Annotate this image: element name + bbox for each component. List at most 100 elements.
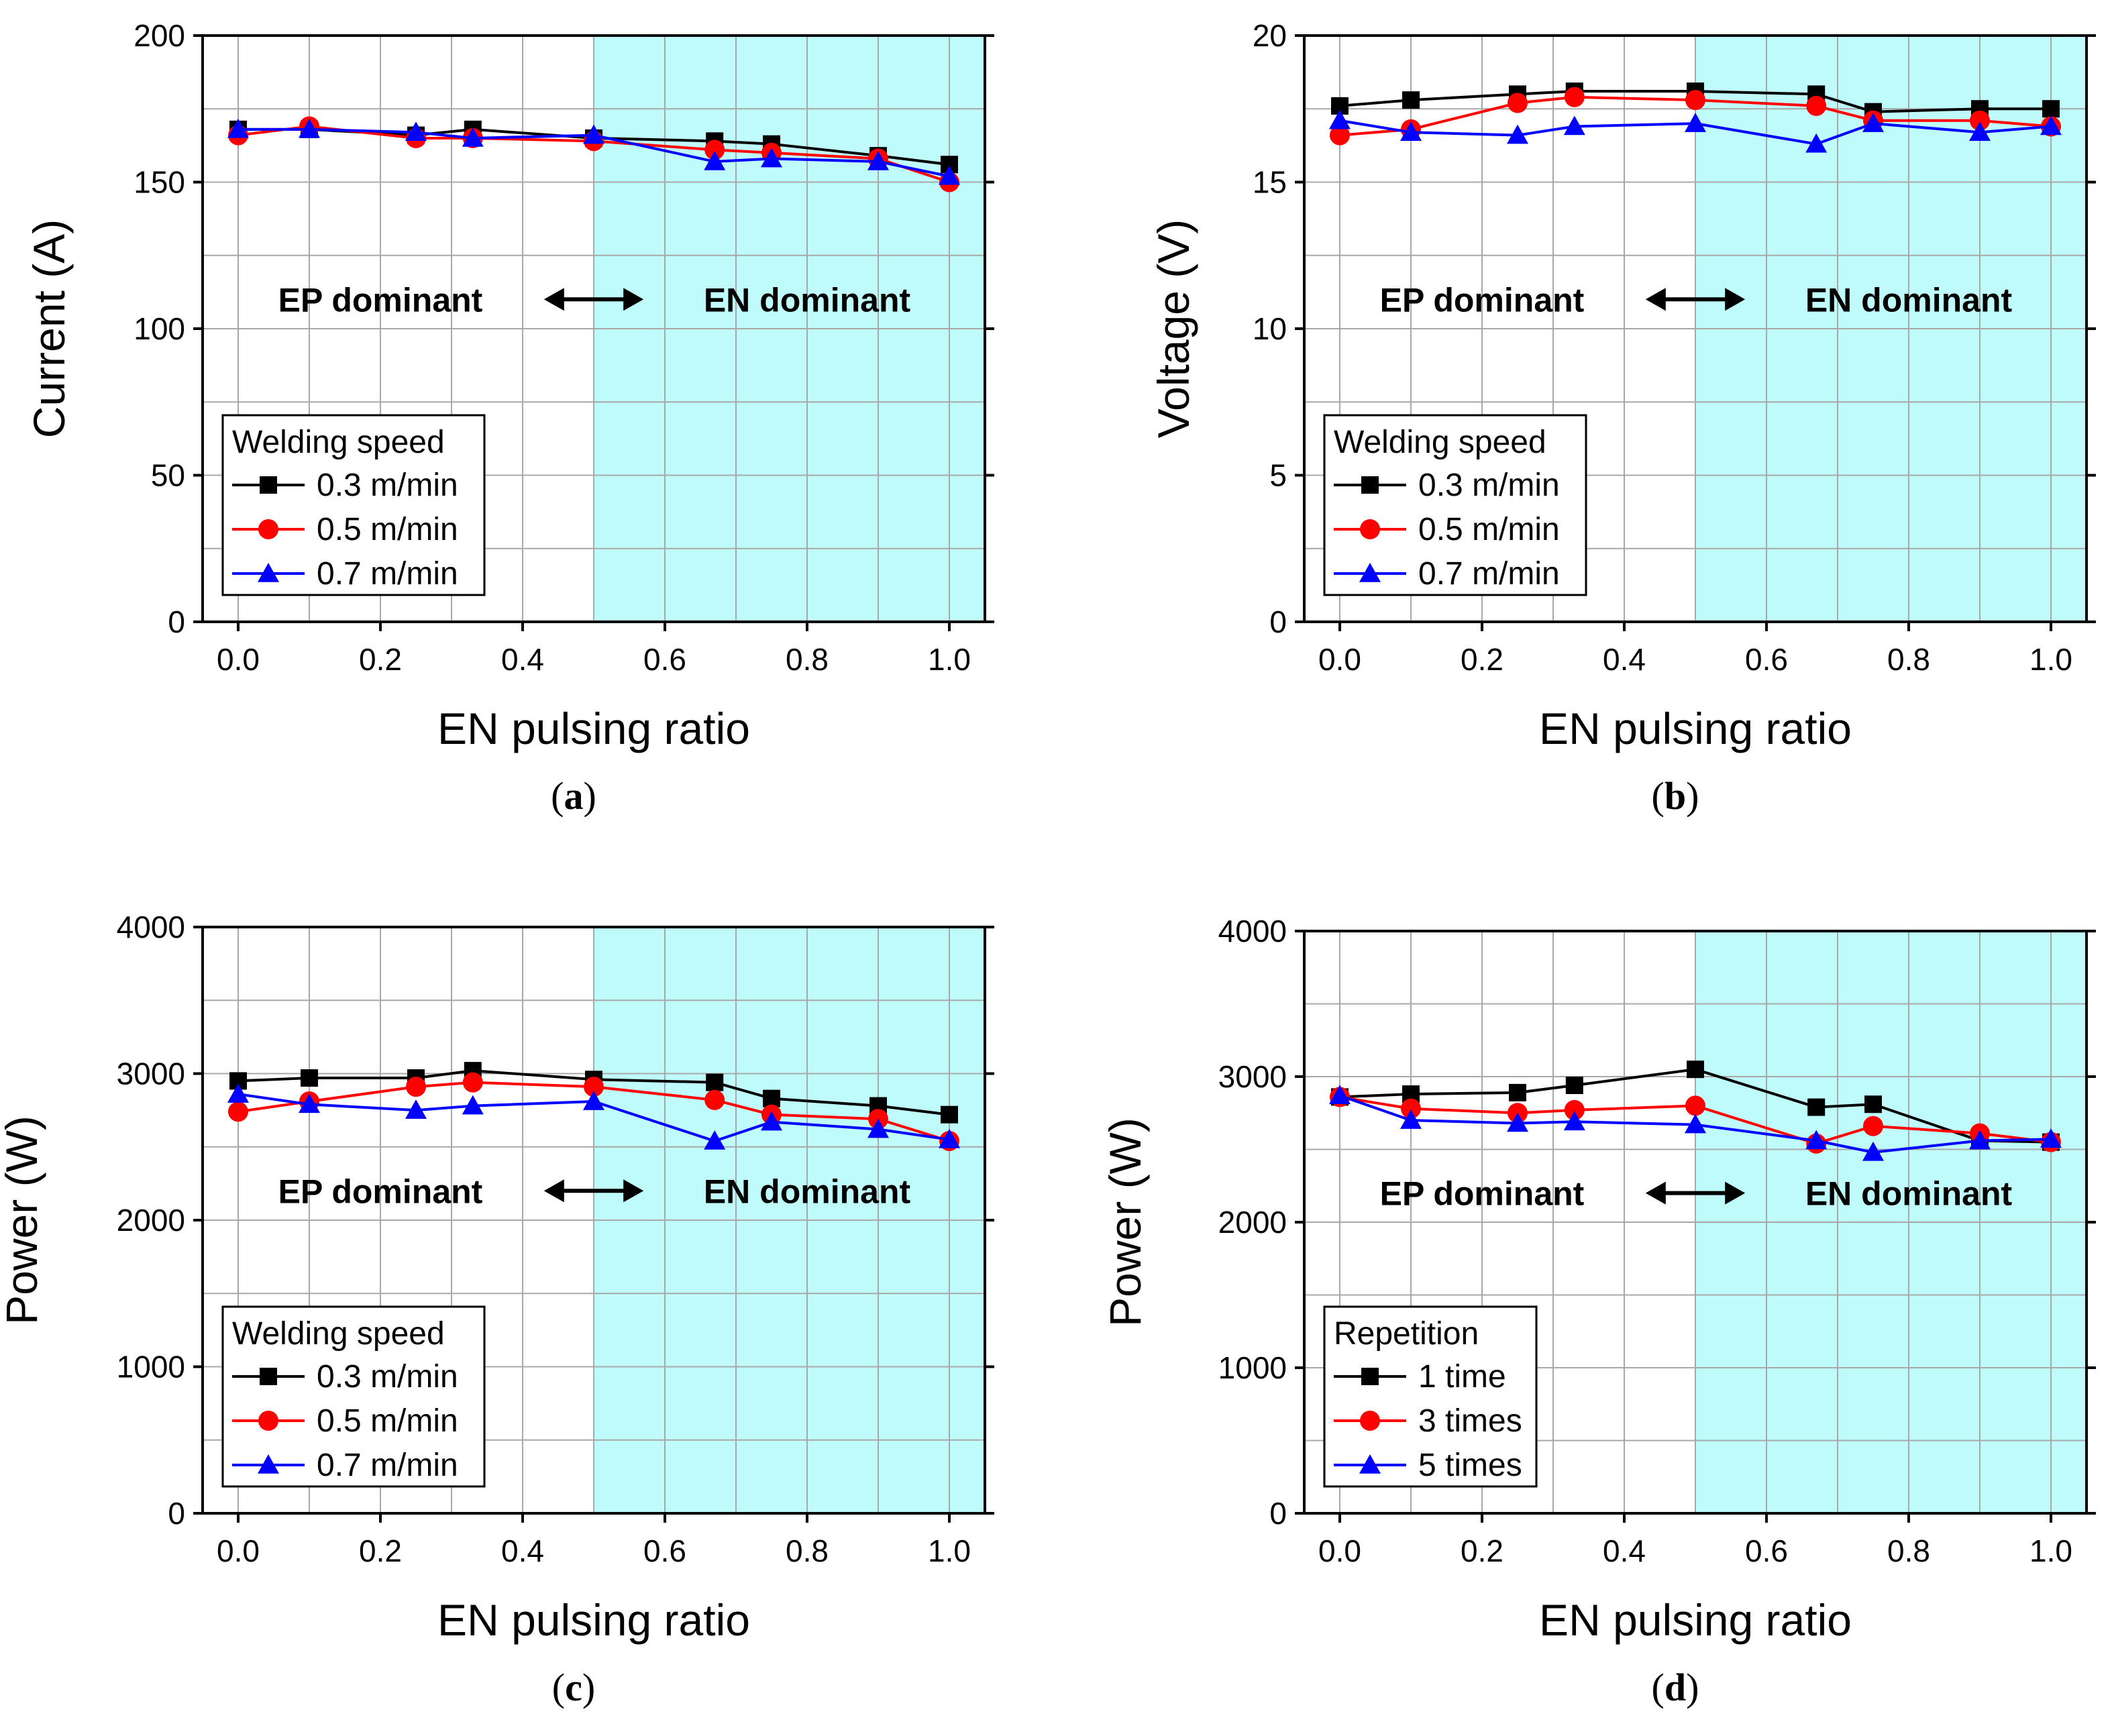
y-tick-label: 0 — [1269, 1496, 1287, 1531]
legend: Repetition 1 time 3 times 5 times — [1323, 1305, 1538, 1488]
data-point — [941, 1105, 958, 1124]
legend-box — [1323, 414, 1587, 596]
data-point — [583, 1091, 604, 1110]
y-tick-label: 0 — [168, 1496, 185, 1531]
x-axis-title: EN pulsing ratio — [437, 704, 750, 753]
double-arrow-icon — [543, 288, 644, 311]
ep-dominant-label: EP dominant — [1380, 281, 1585, 319]
legend-title: Welding speed — [1334, 425, 1546, 460]
data-point — [462, 127, 484, 147]
y-tick-label: 4000 — [1218, 914, 1287, 948]
legend: Welding speed 0.3 m/min 0.5 m/min 0.7 m/min — [221, 414, 486, 596]
y-tick-label: 0 — [168, 604, 185, 639]
legend-box — [221, 414, 486, 596]
x-tick-label: 0.8 — [786, 642, 829, 677]
y-axis-title: Power (W) — [1100, 1118, 1150, 1327]
legend-marker — [1361, 476, 1379, 494]
data-point — [462, 1072, 483, 1093]
chart-panel-d: 0.0 0.2 0.4 0.6 0.8 1.0 0 1000 2000 3000 4000 EP do… — [1100, 914, 2096, 1709]
x-tick-label: 0.2 — [1461, 1533, 1503, 1568]
data-point — [227, 118, 249, 138]
data-point — [1330, 125, 1350, 146]
data-point — [1864, 1095, 1882, 1114]
legend-marker — [260, 1368, 277, 1385]
x-tick-label: 1.0 — [928, 642, 971, 677]
data-point — [1862, 113, 1884, 132]
chart-panel-c: 0.0 0.2 0.4 0.6 0.8 1.0 0 1000 2000 3000 4000 EP do… — [0, 910, 994, 1709]
legend-entry-label: 0.7 m/min — [317, 556, 458, 592]
ep-dominant-label: EP dominant — [1380, 1175, 1585, 1213]
plot-frame — [201, 926, 986, 1515]
legend-marker — [1359, 563, 1381, 582]
data-point — [761, 1111, 782, 1131]
data-point — [1969, 1130, 1991, 1150]
data-point — [1563, 1111, 1585, 1131]
data-point — [706, 1073, 724, 1091]
plot-frame — [1303, 34, 2088, 623]
data-point — [1329, 109, 1351, 129]
panel-caption: (a) — [551, 774, 596, 818]
legend-marker — [258, 1411, 278, 1431]
x-tick-label: 1.0 — [928, 1533, 971, 1568]
x-tick-label: 0.6 — [1745, 1533, 1788, 1568]
y-tick-label: 100 — [134, 311, 185, 346]
legend-entry-label: 0.3 m/min — [1418, 468, 1560, 503]
arrow-head-right — [623, 1179, 644, 1203]
series-0-7-m-min — [227, 1083, 960, 1150]
legend-entry-label: 0.7 m/min — [317, 1448, 458, 1483]
data-point — [462, 1095, 484, 1115]
data-point — [867, 1118, 889, 1138]
data-point — [1509, 1083, 1526, 1101]
data-point — [867, 150, 889, 170]
x-tick-label: 0.8 — [1887, 642, 1930, 677]
data-point — [1969, 121, 1991, 142]
y-tick-label: 150 — [134, 165, 185, 200]
data-point — [1805, 133, 1828, 153]
y-tick-label: 200 — [134, 18, 185, 53]
legend-title: Welding speed — [232, 1316, 445, 1352]
legend-title: Welding speed — [232, 425, 445, 460]
x-tick-label: 0.6 — [1745, 642, 1788, 677]
panel-caption-letter: b — [1665, 774, 1686, 818]
x-tick-label: 0.4 — [1603, 642, 1646, 677]
series-3-times — [1330, 1087, 2061, 1154]
legend-marker — [1360, 519, 1380, 539]
data-point — [1563, 115, 1585, 135]
y-tick-label: 1000 — [1218, 1350, 1287, 1385]
x-tick-label: 0.0 — [1318, 1533, 1361, 1568]
x-axis-title: EN pulsing ratio — [1539, 704, 1852, 753]
data-point — [1508, 93, 1528, 113]
y-axis-title: Voltage (V) — [1149, 219, 1198, 439]
en-dominant-label: EN dominant — [704, 281, 911, 319]
data-point — [2040, 1128, 2062, 1148]
data-point — [406, 1077, 426, 1097]
y-tick-label: 15 — [1253, 165, 1287, 200]
legend-entry-label: 0.5 m/min — [317, 512, 458, 547]
double-arrow-icon — [543, 1179, 644, 1203]
plot-frame — [201, 34, 986, 623]
legend-marker — [1360, 1411, 1380, 1431]
gridlines — [1304, 36, 2087, 622]
y-tick-label: 2000 — [1218, 1205, 1287, 1240]
x-tick-label: 0.8 — [1887, 1533, 1930, 1568]
legend: Welding speed 0.3 m/min 0.5 m/min 0.7 m/min — [1323, 414, 1587, 596]
plot-frame — [1303, 930, 2088, 1515]
x-tick-label: 0.4 — [501, 642, 544, 677]
double-arrow-icon — [1645, 288, 1746, 311]
y-tick-label: 20 — [1253, 18, 1287, 53]
legend-entry-label: 3 times — [1418, 1403, 1522, 1439]
data-point — [1805, 1130, 1828, 1150]
data-point — [1807, 1098, 1826, 1116]
data-point — [1685, 90, 1705, 111]
x-tick-label: 0.2 — [1461, 642, 1503, 677]
arrow-head-right — [1725, 288, 1746, 311]
data-point — [763, 1089, 780, 1107]
y-axis-title: Current (A) — [24, 219, 74, 438]
data-point — [405, 121, 427, 142]
data-point — [1402, 91, 1420, 109]
legend-box — [221, 1305, 486, 1488]
panel-caption: (b) — [1652, 774, 1699, 818]
y-tick-label: 5 — [1269, 458, 1287, 493]
panel-caption-letter: d — [1665, 1666, 1686, 1709]
